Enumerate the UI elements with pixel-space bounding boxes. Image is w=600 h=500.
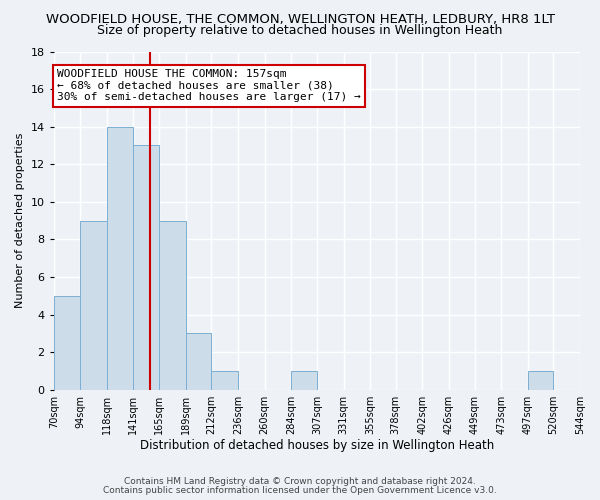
Bar xyxy=(133,146,159,390)
Bar xyxy=(159,220,186,390)
Bar xyxy=(211,371,238,390)
Bar xyxy=(107,126,133,390)
Bar xyxy=(528,371,553,390)
Bar xyxy=(54,296,80,390)
Bar xyxy=(80,220,107,390)
Text: Size of property relative to detached houses in Wellington Heath: Size of property relative to detached ho… xyxy=(97,24,503,37)
Bar xyxy=(292,371,317,390)
Bar xyxy=(186,334,211,390)
X-axis label: Distribution of detached houses by size in Wellington Heath: Distribution of detached houses by size … xyxy=(140,440,494,452)
Text: WOODFIELD HOUSE THE COMMON: 157sqm
← 68% of detached houses are smaller (38)
30%: WOODFIELD HOUSE THE COMMON: 157sqm ← 68%… xyxy=(57,69,361,102)
Text: Contains HM Land Registry data © Crown copyright and database right 2024.: Contains HM Land Registry data © Crown c… xyxy=(124,477,476,486)
Text: Contains public sector information licensed under the Open Government Licence v3: Contains public sector information licen… xyxy=(103,486,497,495)
Text: WOODFIELD HOUSE, THE COMMON, WELLINGTON HEATH, LEDBURY, HR8 1LT: WOODFIELD HOUSE, THE COMMON, WELLINGTON … xyxy=(46,12,554,26)
Y-axis label: Number of detached properties: Number of detached properties xyxy=(15,133,25,308)
